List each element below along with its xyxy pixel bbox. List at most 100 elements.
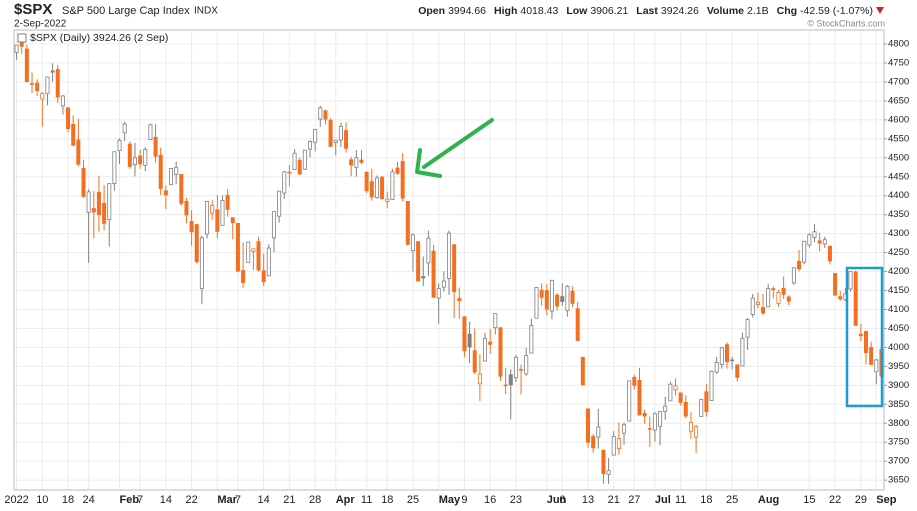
candle-body	[184, 201, 189, 216]
arrow-shaft	[422, 118, 494, 169]
candle-body	[750, 297, 755, 315]
y-tick-label: 4250	[888, 247, 909, 258]
candle-body	[622, 424, 627, 434]
x-tick-label: 13	[582, 494, 594, 506]
candle-body	[153, 136, 158, 157]
candle-body	[627, 380, 632, 422]
candle-body	[611, 436, 616, 456]
x-tick-label: Aug	[758, 494, 779, 506]
y-tick-label: 4750	[888, 58, 909, 69]
candle-body	[421, 276, 426, 279]
date: 2-Sep-2022	[14, 19, 67, 30]
candle-body	[683, 401, 688, 417]
candle-body	[436, 288, 441, 299]
x-tick-label: 22	[829, 494, 841, 506]
legend-icon	[17, 33, 27, 43]
candle-body	[50, 70, 55, 73]
candle-body	[205, 201, 210, 235]
candle-body	[297, 160, 302, 175]
legend-text: $SPX (Daily) 3924.26 (2 Sep)	[30, 32, 168, 44]
x-tick-label: Feb	[120, 494, 140, 506]
candle-body	[400, 161, 405, 199]
candle-body	[781, 287, 786, 295]
candle-body	[642, 412, 647, 417]
stat-label: Last	[636, 5, 658, 17]
candle-body	[565, 285, 570, 312]
candle-body	[776, 292, 781, 304]
candle-body	[308, 141, 313, 150]
candle-body	[797, 260, 802, 270]
y-tick-label: 4450	[888, 171, 909, 182]
candle-body	[271, 211, 276, 239]
candle-body	[822, 239, 827, 245]
candle-body	[863, 331, 868, 354]
stat-value: 2.1B	[747, 5, 769, 17]
candle-body	[112, 151, 117, 184]
candle-body	[766, 288, 771, 308]
plot-frame	[13, 29, 885, 491]
x-tick-label: 24	[83, 494, 95, 506]
candle-body	[122, 123, 127, 134]
y-tick-label: 3900	[888, 380, 909, 391]
candle-body	[570, 290, 575, 304]
candle-body	[40, 92, 45, 100]
candle-body	[132, 157, 137, 166]
x-tick-label: 6	[559, 494, 565, 506]
candle-body	[81, 168, 86, 197]
y-tick-label: 3800	[888, 418, 909, 429]
candle-body	[477, 373, 482, 385]
y-tick-label: 4500	[888, 152, 909, 163]
candle-body	[416, 241, 421, 282]
stat-label: Volume	[707, 5, 744, 17]
candle-body	[431, 250, 436, 298]
x-tick-label: May	[439, 494, 461, 506]
candle-body	[745, 319, 750, 338]
x-tick-label: 7	[235, 494, 241, 506]
stat-value: 3994.66	[448, 5, 486, 17]
candle-body	[544, 290, 549, 310]
y-tick-label: 4700	[888, 76, 909, 87]
candle-body	[199, 237, 204, 290]
candle-body	[735, 364, 740, 378]
candle-body	[457, 298, 462, 302]
x-tick-label: 27	[628, 494, 640, 506]
candle-body	[143, 149, 148, 166]
candle-body	[761, 307, 766, 314]
candle-body	[812, 231, 817, 238]
candle-body	[791, 267, 796, 284]
candle-body	[591, 436, 596, 449]
candle-body	[107, 183, 112, 221]
y-tick-label: 4400	[888, 190, 909, 201]
candle-body	[45, 76, 50, 95]
candle-body	[349, 159, 354, 166]
x-tick-label: 11	[675, 494, 686, 506]
y-tick-label: 4050	[888, 323, 909, 334]
candle-body	[838, 296, 843, 300]
stat-label: High	[494, 5, 517, 17]
y-tick-label: 4100	[888, 304, 909, 315]
candle-body	[174, 166, 179, 175]
candle-body	[483, 337, 488, 362]
x-tick-label: 2022	[4, 494, 28, 506]
y-tick-label: 4650	[888, 95, 909, 106]
candle-body	[647, 428, 652, 430]
candle-body	[194, 224, 199, 263]
candle-body	[117, 139, 122, 151]
stat-value: 4018.43	[520, 5, 558, 17]
candle-body	[817, 240, 822, 244]
candle-body	[364, 171, 369, 192]
x-tick-label: 10	[36, 494, 48, 506]
candle-body	[699, 398, 704, 417]
arrow-head	[415, 148, 442, 178]
candle-body	[616, 438, 621, 450]
candle-body	[210, 205, 215, 214]
y-tick-label: 3650	[888, 475, 909, 486]
candle-body	[652, 413, 657, 431]
candle-body	[786, 296, 791, 302]
highlight-box	[845, 266, 884, 408]
x-tick-label: 28	[309, 494, 321, 506]
candle-body	[91, 208, 96, 213]
candle-body	[513, 356, 518, 379]
candle-body	[369, 181, 374, 198]
